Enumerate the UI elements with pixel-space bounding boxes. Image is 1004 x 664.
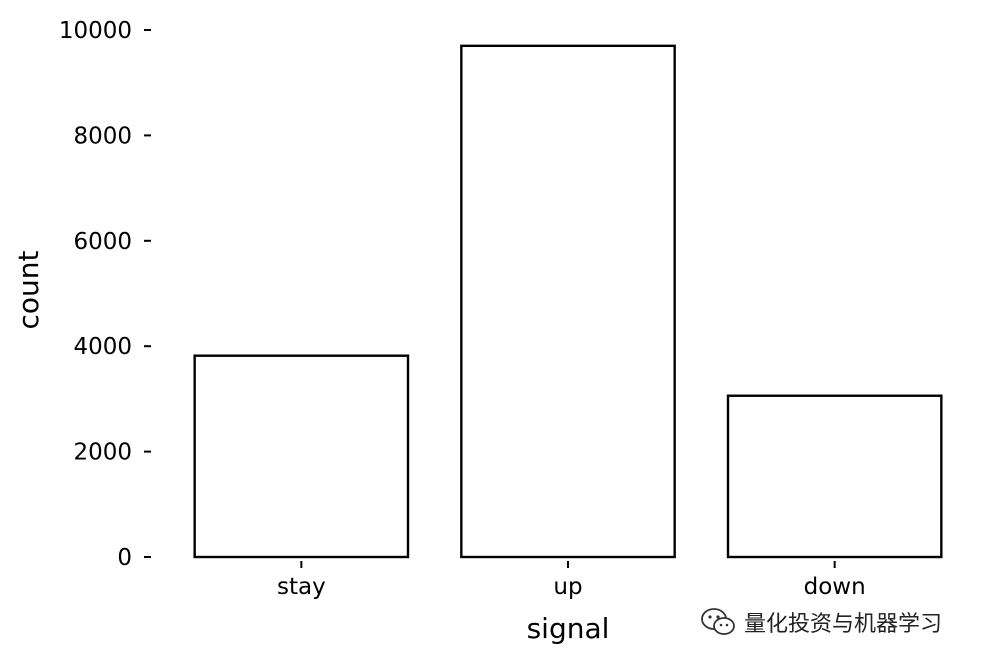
wechat-icon	[701, 608, 735, 635]
x-tick-label-down: down	[804, 574, 866, 600]
y-axis: 0 2000 4000 6000 8000 10000	[59, 18, 151, 571]
y-tick-label: 8000	[73, 123, 132, 149]
x-axis: stay up down	[277, 561, 866, 600]
bar-up	[460, 44, 676, 559]
x-tick-label-stay: stay	[277, 574, 326, 600]
bar-down	[726, 394, 943, 559]
bar-stay	[193, 354, 410, 559]
x-axis-label: signal	[527, 612, 610, 645]
watermark: 量化投资与机器学习	[700, 606, 942, 638]
x-tick-label-up: up	[553, 574, 582, 600]
y-tick-label: 2000	[73, 440, 132, 466]
y-tick-label: 4000	[73, 334, 132, 360]
bars-group	[193, 44, 943, 559]
y-tick-label: 10000	[59, 18, 132, 44]
y-tick-label: 6000	[73, 229, 132, 255]
y-tick-label: 0	[117, 545, 132, 571]
watermark-text: 量化投资与机器学习	[744, 612, 943, 637]
y-axis-label: count	[12, 250, 45, 329]
